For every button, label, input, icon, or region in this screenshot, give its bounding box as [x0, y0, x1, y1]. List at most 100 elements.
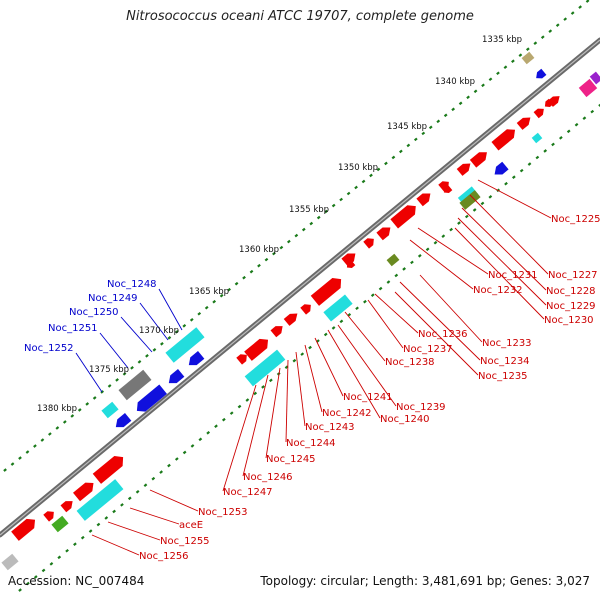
forward-gene — [300, 304, 311, 315]
reverse-gene — [494, 161, 509, 175]
inner-dot — [214, 424, 218, 429]
scale-dot — [346, 191, 351, 196]
gene-label: Noc_1237 — [403, 344, 453, 355]
gene-label: Noc_1234 — [480, 356, 530, 367]
leader-line — [139, 302, 169, 341]
scale-dot — [115, 378, 119, 382]
scale-dot — [55, 426, 60, 430]
inner-dot — [488, 195, 493, 199]
gene-label: Noc_1225 — [551, 214, 600, 225]
leader-line — [399, 281, 481, 361]
genome-backbone — [0, 37, 600, 538]
scale-dot — [257, 263, 261, 268]
leader-line — [242, 374, 269, 477]
inner-dot — [198, 437, 203, 442]
gene-label: Noc_1231 — [488, 270, 538, 281]
genome-title: Nitrosococcus oceani ATCC 19707, complet… — [126, 9, 474, 24]
scale-dot — [272, 251, 276, 256]
gene-label: Noc_1228 — [546, 286, 596, 297]
scale-dot — [533, 41, 538, 45]
leader-line — [149, 489, 199, 512]
leader-line — [457, 217, 547, 306]
reverse-gene — [536, 68, 547, 79]
inner-dot — [441, 234, 446, 238]
inner-dot — [73, 542, 77, 547]
inner-dot — [386, 280, 391, 284]
leader-line — [304, 344, 323, 413]
inner-dot — [574, 122, 579, 127]
leader-line — [75, 352, 103, 393]
leader-line — [477, 179, 552, 219]
scale-dot — [518, 53, 523, 58]
inner-dot — [472, 208, 477, 212]
scale-dot — [339, 197, 343, 202]
inner-dot — [221, 417, 226, 422]
forward-gene — [416, 193, 431, 207]
scale-dot — [279, 245, 284, 250]
leader-line — [314, 337, 344, 397]
gene-labels: Noc_1225 Noc_1227 Noc_1228 Noc_1229 Noc_1230… — [24, 179, 600, 562]
inner-track — [18, 103, 600, 592]
scale-dot — [3, 468, 7, 472]
scale-label: 1370 kbp — [139, 326, 179, 336]
scale-dot — [189, 317, 194, 322]
inner-dot — [457, 221, 461, 225]
inner-dot — [245, 398, 250, 402]
inner-dot — [174, 457, 179, 461]
inner-dot — [425, 247, 430, 252]
gene-label: Noc_1238 — [385, 357, 435, 368]
inner-dot — [112, 509, 116, 514]
gene-label: Noc_1249 — [88, 293, 138, 304]
forward-gene — [469, 152, 487, 168]
scale-dot — [309, 221, 314, 226]
inner-dot — [417, 254, 422, 258]
scale-dot — [182, 323, 187, 328]
gene-label: Noc_1242 — [322, 408, 372, 419]
inner-dot — [519, 168, 524, 173]
inner-dot — [33, 575, 38, 579]
leader-line — [285, 359, 289, 443]
accession-text: Accession: NC_007484 — [8, 574, 145, 588]
leader-line — [367, 299, 404, 349]
inner-dot — [269, 378, 273, 383]
gene-label: Noc_1236 — [418, 329, 468, 340]
forward-gene — [92, 455, 124, 484]
scale-dot — [540, 35, 545, 39]
scale-dot — [354, 185, 358, 190]
misc-feature — [386, 253, 400, 267]
inner-dot — [504, 181, 508, 186]
scale-dot — [331, 203, 336, 208]
scale-dot — [421, 131, 426, 136]
scale-dot — [294, 233, 299, 238]
forward-gene — [270, 326, 283, 338]
scale-dot — [473, 89, 478, 94]
reverse-gene — [115, 413, 132, 428]
inner-dot — [323, 332, 328, 337]
scale-dot — [399, 149, 403, 154]
inner-dot — [18, 588, 22, 592]
gene-label: Noc_1251 — [48, 323, 98, 334]
scale-dot — [77, 408, 82, 412]
scale-dot — [413, 137, 418, 142]
gene-label: Noc_1239 — [396, 402, 446, 413]
hypothetical-gene — [118, 369, 152, 401]
inner-dot — [237, 404, 242, 409]
inner-dot — [292, 358, 297, 363]
scale-dot — [451, 107, 456, 112]
inner-dot — [559, 136, 563, 140]
leader-line — [461, 207, 547, 291]
scale-dot — [130, 366, 134, 370]
inner-dot — [363, 299, 367, 304]
inner-dot — [65, 548, 69, 553]
inner-dot — [127, 496, 132, 501]
inner-dot — [88, 529, 93, 533]
scale-dot — [406, 143, 411, 148]
gene-label: Noc_1253 — [198, 507, 248, 518]
forward-gene — [390, 205, 416, 229]
gene-label: Noc_1255 — [160, 536, 210, 547]
gene-label: Noc_1227 — [548, 270, 598, 281]
scale-dot — [301, 227, 306, 232]
forward-gene — [236, 354, 247, 365]
scale-dot — [10, 462, 15, 466]
